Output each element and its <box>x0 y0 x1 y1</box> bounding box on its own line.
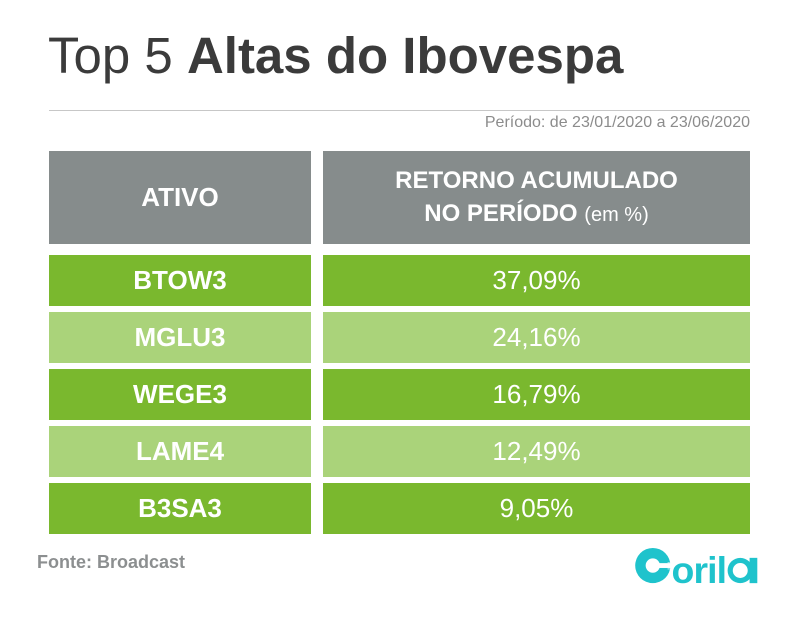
svg-text:oril: oril <box>672 549 727 586</box>
